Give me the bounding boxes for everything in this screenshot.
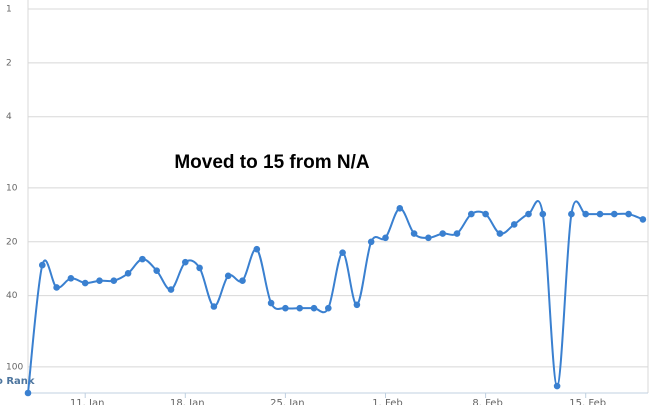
point (124, 269, 132, 277)
x-tick-label: 18. Jan (170, 398, 205, 405)
point (353, 301, 361, 309)
point (367, 238, 375, 246)
x-tick-label: 11. Jan (70, 398, 105, 405)
point (39, 261, 46, 269)
point (596, 210, 604, 218)
point (81, 279, 89, 287)
point (639, 216, 647, 223)
point (139, 255, 146, 263)
y-tick-label: 4 (6, 112, 12, 122)
point (510, 221, 518, 228)
x-tick-label: 25. Jan (270, 398, 305, 405)
point (153, 267, 160, 274)
point (396, 205, 404, 212)
point (611, 210, 618, 218)
y-tick-label: 40 (6, 291, 18, 301)
point (282, 304, 289, 312)
point (453, 230, 461, 237)
point (196, 264, 203, 272)
point (253, 245, 261, 253)
line (27, 200, 644, 394)
point (568, 210, 575, 218)
point (625, 210, 632, 218)
point (539, 210, 547, 218)
point (325, 304, 332, 312)
point (410, 230, 418, 237)
y-axis-title: o Rank (0, 376, 35, 387)
point (67, 275, 75, 282)
point (310, 304, 318, 312)
point (582, 210, 589, 218)
y-tick-label: 2 (6, 58, 12, 68)
point (468, 210, 475, 218)
y-tick-label: 20 (6, 237, 18, 247)
x-tick-label: 8. Feb (472, 398, 502, 405)
point (224, 272, 232, 280)
x-tick-label: 15. Feb (569, 398, 606, 405)
point (425, 234, 432, 242)
point (96, 277, 103, 285)
point (382, 234, 389, 242)
point (182, 258, 189, 266)
point (339, 249, 346, 256)
y-tick-label: 100 (6, 362, 23, 372)
point (210, 303, 218, 310)
point (482, 210, 489, 218)
point (296, 304, 304, 312)
point (496, 230, 504, 237)
y-tick-label: 10 (6, 183, 18, 193)
point (24, 389, 32, 397)
point (239, 277, 246, 285)
point (110, 277, 118, 285)
point (525, 210, 532, 218)
point (553, 382, 561, 390)
annotation: Moved to 15 from N/A (174, 152, 370, 173)
point (167, 286, 175, 293)
point (267, 299, 275, 307)
point (439, 230, 447, 237)
point (53, 284, 60, 291)
x-tick-label: 1. Feb (372, 398, 402, 405)
y-tick-label: 1 (6, 5, 12, 15)
